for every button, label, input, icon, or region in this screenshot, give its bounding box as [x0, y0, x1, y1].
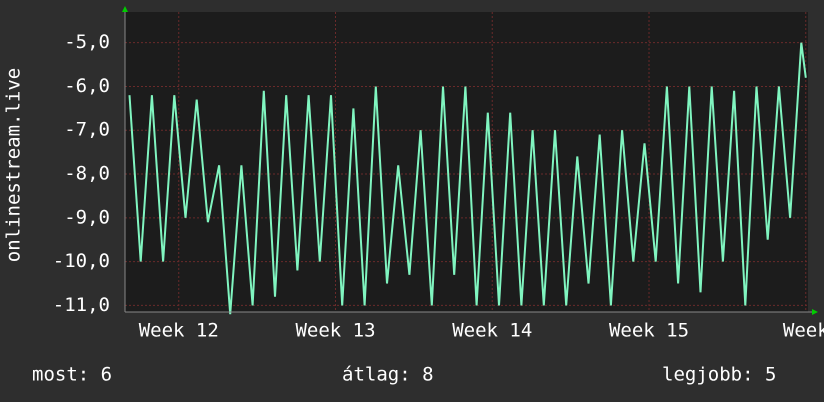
x-tick-label: Week 14 [452, 320, 532, 342]
y-tick-label: -6,0 [64, 75, 110, 97]
stat: átlag: 8 [342, 364, 434, 386]
x-tick-label: Week [783, 320, 824, 342]
y-tick-label: -5,0 [64, 31, 110, 53]
y-tick-label: -9,0 [64, 206, 110, 228]
x-tick-label: Week 15 [609, 320, 689, 342]
stat: most: 6 [32, 364, 112, 386]
x-tick-label: Week 13 [295, 320, 375, 342]
y-axis-label: onlinestream.live [3, 68, 25, 262]
y-tick-label: -7,0 [64, 119, 110, 141]
y-tick-label: -8,0 [64, 163, 110, 185]
y-tick-label: -10,0 [53, 250, 110, 272]
stat: legjobb: 5 [662, 364, 776, 386]
x-tick-label: Week 12 [139, 320, 219, 342]
x-arrow [812, 309, 818, 315]
y-arrow [122, 6, 128, 12]
series-line [128, 42, 807, 315]
y-tick-label: -11,0 [53, 294, 110, 316]
